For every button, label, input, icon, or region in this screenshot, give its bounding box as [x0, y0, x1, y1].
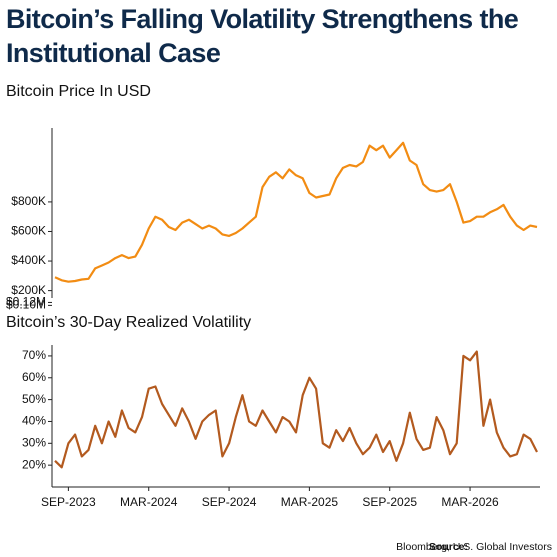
y-tick-label: $200K — [11, 283, 46, 297]
x-tick-label: MAR-2025 — [281, 495, 339, 509]
x-tick-label: MAR-2024 — [120, 495, 178, 509]
x-tick-label: SEP-2023 — [41, 495, 96, 509]
source-label: Source: — [429, 541, 468, 553]
panel-subtitle: Bitcoin’s 30-Day Realized Volatility — [6, 314, 251, 331]
chart-title: Bitcoin’s Falling Volatility Strengthens… — [6, 4, 519, 68]
y-tick-label: 70% — [22, 348, 46, 362]
y-tick-label: 60% — [22, 370, 46, 384]
y-tick-label: $0.10M — [6, 298, 46, 312]
price-line — [54, 350, 538, 469]
source: Bloomberg, U.S. Global Investors — [396, 541, 552, 553]
x-tick-label: SEP-2025 — [362, 495, 417, 509]
y-tick-label: $0.12M — [6, 295, 46, 309]
y-tick-label: $800K — [11, 194, 46, 208]
panel-subtitle: Bitcoin Price In USD — [6, 83, 151, 100]
y-tick-label: $400K — [11, 253, 46, 267]
y-tick-label: 50% — [22, 392, 46, 406]
price-line — [54, 141, 538, 283]
x-tick-label: MAR-2026 — [441, 495, 499, 509]
y-tick-label: 30% — [22, 435, 46, 449]
x-tick-label: SEP-2024 — [202, 495, 257, 509]
y-tick-label: 20% — [22, 457, 46, 471]
y-tick-label: 40% — [22, 414, 46, 428]
y-tick-label: $600K — [11, 224, 46, 238]
